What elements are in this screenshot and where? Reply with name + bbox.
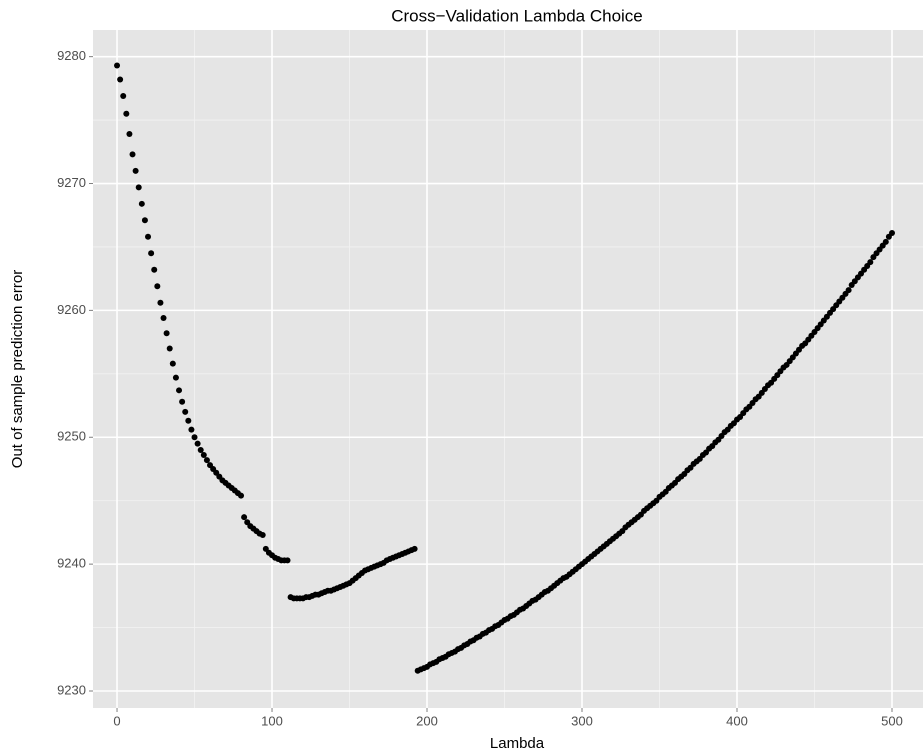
y-tick-label: 9240 bbox=[57, 556, 86, 571]
point bbox=[148, 250, 155, 257]
point bbox=[882, 238, 889, 245]
y-tick-label: 9250 bbox=[57, 429, 86, 444]
point bbox=[145, 233, 152, 240]
grid bbox=[93, 30, 923, 708]
point bbox=[411, 545, 418, 552]
point bbox=[117, 76, 124, 83]
point bbox=[203, 457, 210, 464]
x-tick-label: 300 bbox=[571, 713, 593, 728]
point bbox=[172, 374, 179, 381]
point bbox=[163, 330, 170, 337]
point bbox=[194, 440, 201, 447]
x-axis-label: Lambda bbox=[490, 735, 545, 752]
y-tick-label: 9230 bbox=[57, 682, 86, 697]
point bbox=[157, 299, 164, 306]
panel bbox=[93, 30, 923, 708]
point bbox=[160, 314, 167, 321]
point bbox=[241, 514, 248, 521]
point bbox=[166, 345, 173, 352]
point bbox=[141, 217, 148, 224]
point bbox=[154, 283, 161, 290]
point bbox=[138, 200, 145, 207]
point bbox=[259, 531, 266, 538]
points bbox=[114, 62, 896, 674]
point bbox=[188, 426, 195, 433]
point bbox=[114, 62, 121, 69]
point bbox=[191, 434, 198, 441]
point bbox=[284, 557, 291, 564]
point bbox=[120, 92, 127, 99]
point bbox=[889, 229, 896, 236]
y-axis-label: Out of sample prediction error bbox=[9, 270, 26, 468]
point bbox=[182, 408, 189, 415]
point bbox=[179, 398, 186, 405]
x-tick-label: 0 bbox=[113, 713, 120, 728]
point bbox=[867, 259, 874, 266]
point bbox=[132, 167, 139, 174]
point bbox=[845, 287, 852, 294]
point bbox=[123, 110, 130, 117]
point bbox=[197, 446, 204, 453]
point bbox=[126, 131, 133, 138]
point bbox=[135, 184, 142, 191]
point bbox=[238, 492, 245, 499]
point bbox=[176, 387, 183, 394]
y-tick-label: 9280 bbox=[57, 48, 86, 63]
point bbox=[129, 151, 136, 158]
y-tick-label: 9270 bbox=[57, 175, 86, 190]
x-tick-label: 500 bbox=[881, 713, 903, 728]
point bbox=[169, 360, 176, 367]
x-tick-label: 100 bbox=[261, 713, 283, 728]
chart-title: Cross−Validation Lambda Choice bbox=[391, 6, 643, 25]
point bbox=[151, 266, 158, 273]
point bbox=[200, 452, 207, 459]
x-tick-label: 200 bbox=[416, 713, 438, 728]
point bbox=[185, 417, 192, 424]
y-tick-label: 9260 bbox=[57, 302, 86, 317]
x-tick-label: 400 bbox=[726, 713, 748, 728]
